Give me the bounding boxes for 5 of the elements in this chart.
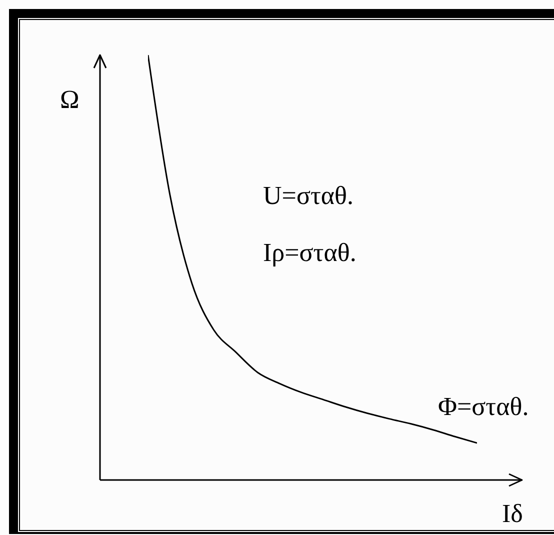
y-axis-title: Ω <box>60 85 80 114</box>
x-axis-title: Iδ <box>502 499 523 528</box>
annotation: Iρ=σταθ. <box>263 238 356 267</box>
annotation: U=σταθ. <box>263 181 354 210</box>
annotation: Φ=σταθ. <box>438 392 529 421</box>
